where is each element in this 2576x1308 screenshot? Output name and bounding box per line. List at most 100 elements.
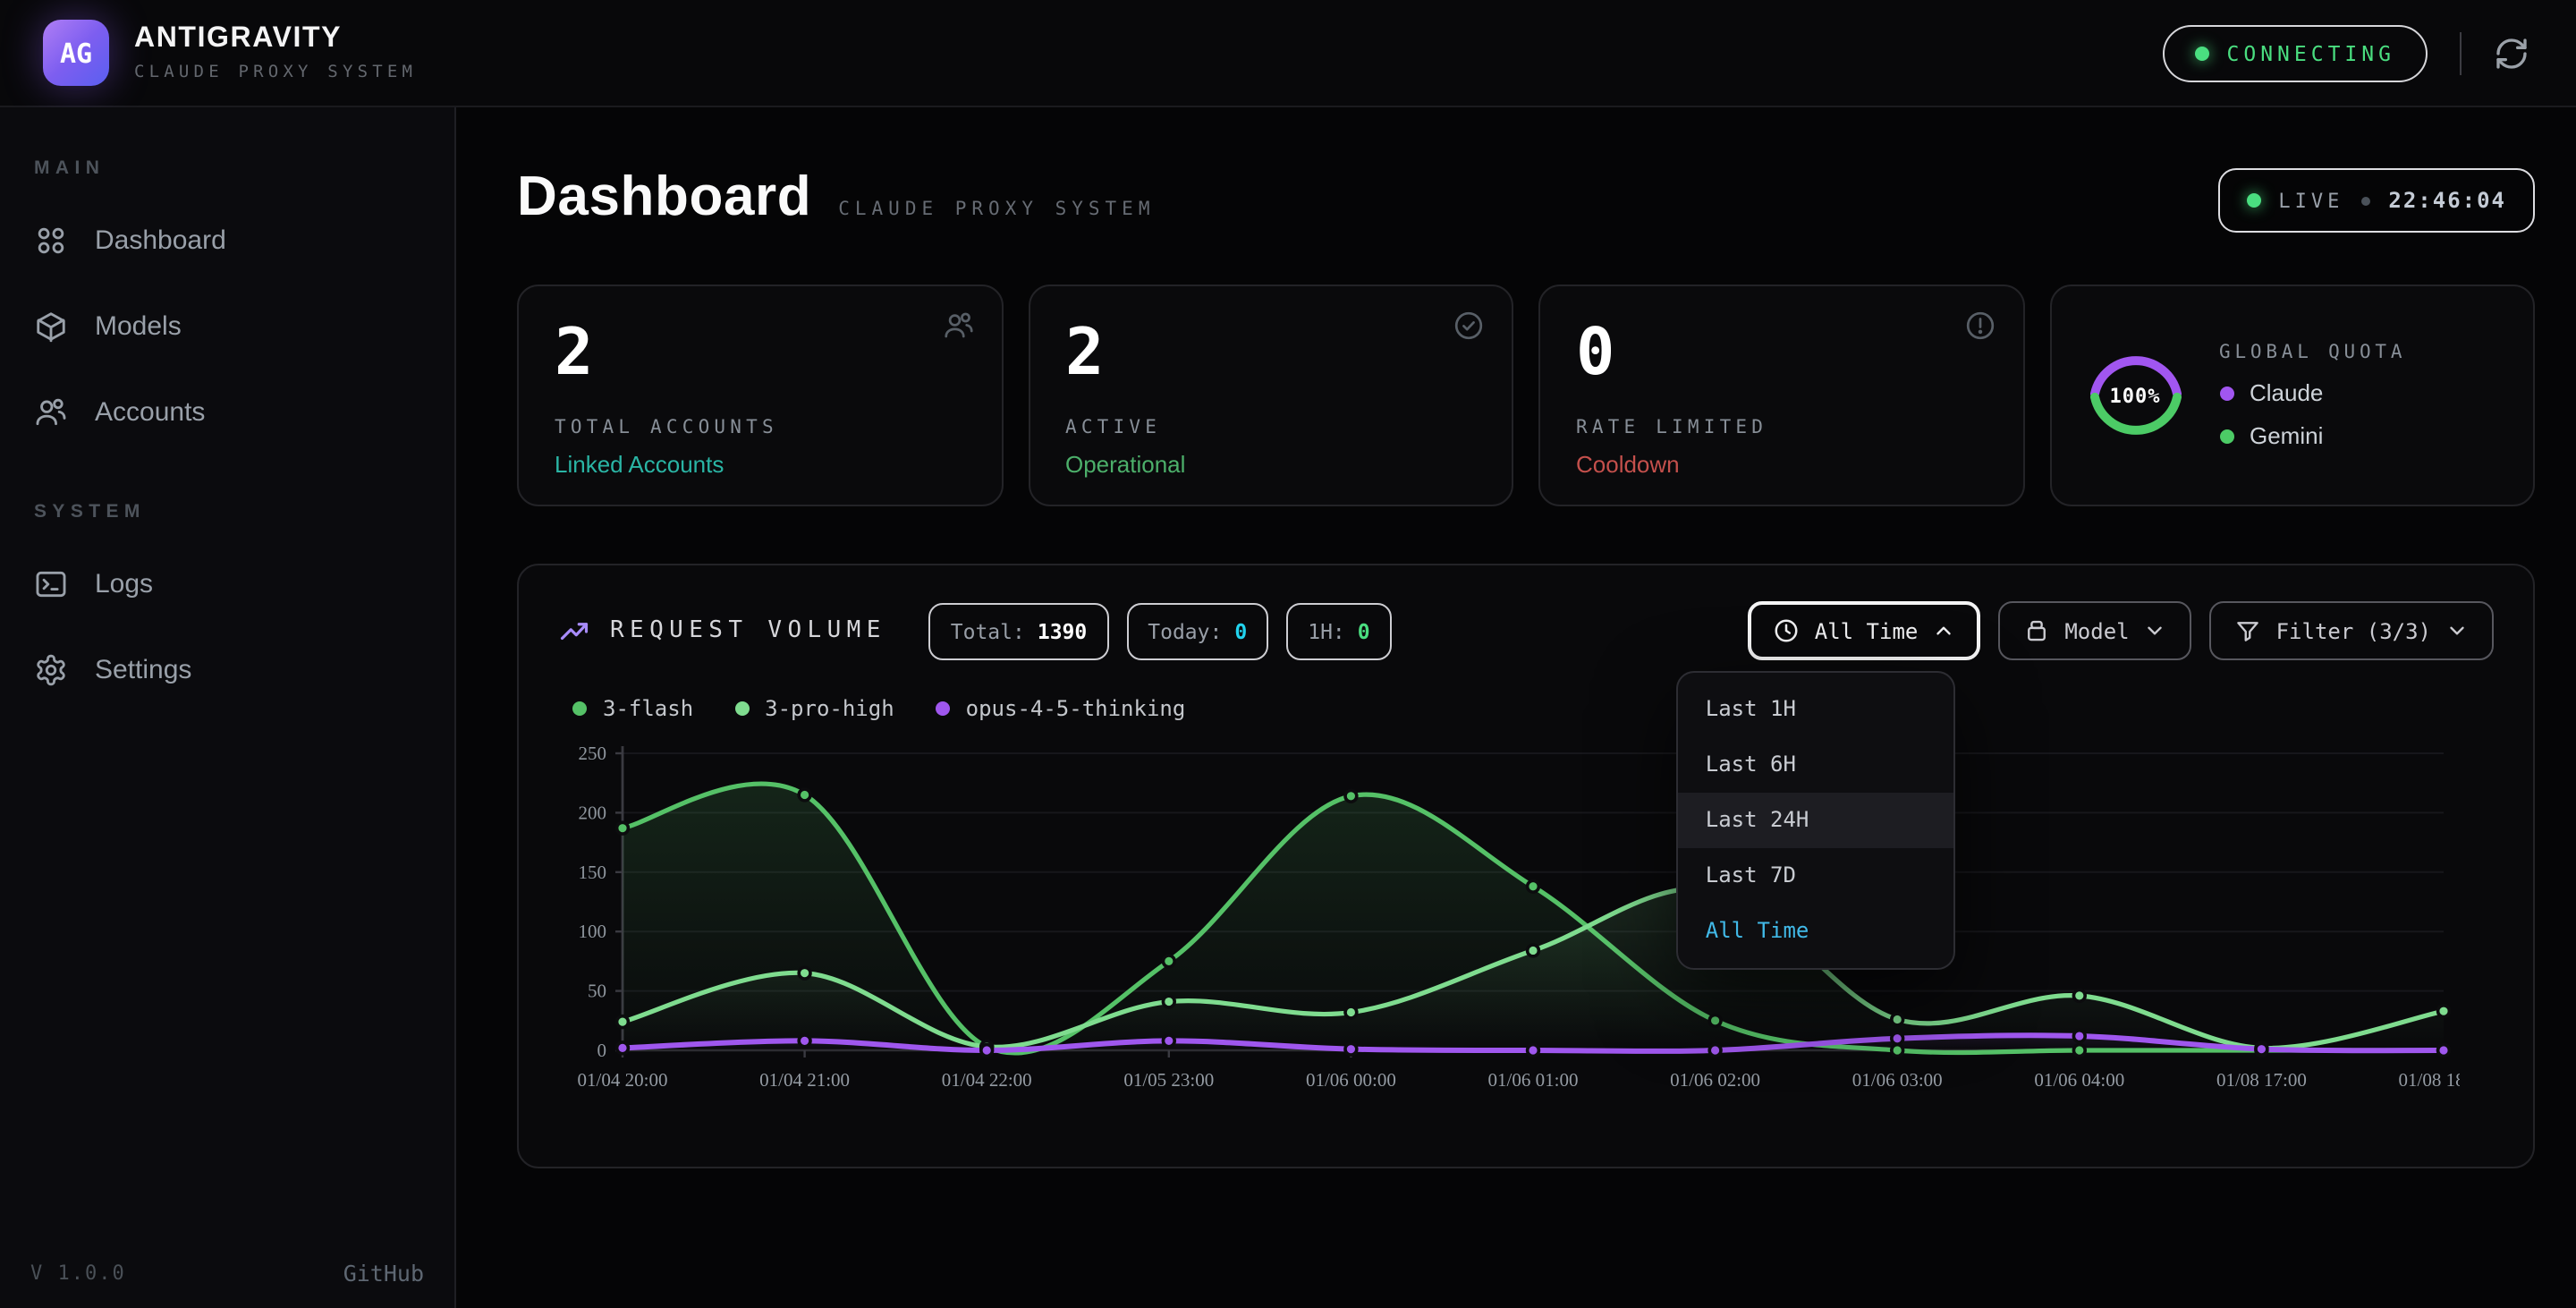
- gear-icon: [34, 652, 68, 686]
- stat-label: TOTAL ACCOUNTS: [555, 417, 965, 438]
- page-title: Dashboard: [517, 165, 811, 229]
- legend-opus-4-5-thinking[interactable]: opus-4-5-thinking: [936, 696, 1186, 721]
- sidebar-section-system: SYSTEM: [0, 501, 454, 522]
- legend-3-flash[interactable]: 3-flash: [572, 696, 693, 721]
- package-icon: [2023, 617, 2050, 644]
- card-total-accounts: 2 TOTAL ACCOUNTS Linked Accounts: [517, 285, 1003, 506]
- top-bar: AG ANTIGRAVITY CLAUDE PROXY SYSTEM CONNE…: [0, 0, 2576, 107]
- legend-dot: [936, 701, 950, 716]
- svg-text:0: 0: [597, 1040, 607, 1061]
- request-volume-panel: REQUEST VOLUME Total:1390 Today:0 1H:0: [517, 564, 2535, 1168]
- badge-today: Today:0: [1126, 602, 1268, 659]
- app-logo: AG: [43, 20, 109, 86]
- page-subtitle: CLAUDE PROXY SYSTEM: [838, 199, 1155, 220]
- card-global-quota: 100% GLOBAL QUOTA Claude Gemini: [2049, 285, 2535, 506]
- grid-icon: [34, 223, 68, 257]
- sidebar-item-label: Dashboard: [95, 225, 226, 255]
- claude-dot: [2219, 386, 2233, 400]
- stat-value: 2: [1065, 322, 1476, 386]
- sidebar-item-label: Settings: [95, 654, 191, 684]
- svg-text:01/06 02:00: 01/06 02:00: [1670, 1069, 1760, 1091]
- model-filter-button[interactable]: Model: [1998, 601, 2191, 660]
- quota-legend-label: Claude: [2250, 379, 2323, 406]
- check-circle-icon: [1453, 310, 1485, 351]
- funnel-icon: [2235, 617, 2262, 644]
- quota-legend-claude: Claude: [2219, 379, 2406, 406]
- svg-text:01/06 01:00: 01/06 01:00: [1488, 1069, 1579, 1091]
- connection-status-badge: CONNECTING: [2163, 24, 2428, 81]
- svg-text:01/08 17:00: 01/08 17:00: [2216, 1069, 2307, 1091]
- chevron-down-icon: [2144, 619, 2167, 642]
- chart-legend: 3-flash 3-pro-high opus-4-5-thinking: [572, 696, 2494, 721]
- svg-text:01/06 03:00: 01/06 03:00: [1852, 1069, 1943, 1091]
- brand: AG ANTIGRAVITY CLAUDE PROXY SYSTEM: [43, 20, 417, 86]
- menu-item-all-time[interactable]: All Time: [1679, 904, 1954, 959]
- svg-text:150: 150: [579, 862, 607, 883]
- quota-legend-label: Gemini: [2250, 422, 2323, 449]
- filter-button[interactable]: Filter (3/3): [2210, 601, 2494, 660]
- stat-value: 2: [555, 322, 965, 386]
- legend-dot: [572, 701, 587, 716]
- svg-text:01/08 18:00: 01/08 18:00: [2399, 1069, 2460, 1091]
- sidebar-section-main: MAIN: [0, 157, 454, 179]
- app-title: ANTIGRAVITY: [134, 25, 417, 54]
- app-version: V 1.0.0: [30, 1261, 126, 1285]
- refresh-icon: [2494, 35, 2529, 71]
- sidebar-item-label: Models: [95, 310, 182, 341]
- stat-sublabel: Cooldown: [1576, 451, 1987, 478]
- app-subtitle: CLAUDE PROXY SYSTEM: [134, 64, 417, 81]
- badge-1h: 1H:0: [1286, 602, 1391, 659]
- stat-cards: 2 TOTAL ACCOUNTS Linked Accounts 2 ACTIV…: [517, 285, 2535, 506]
- menu-item-last-6h[interactable]: Last 6H: [1679, 737, 1954, 793]
- menu-item-last-1h[interactable]: Last 1H: [1679, 682, 1954, 737]
- card-active: 2 ACTIVE Operational: [1028, 285, 1513, 506]
- sidebar-item-label: Accounts: [95, 396, 205, 427]
- svg-text:50: 50: [588, 981, 606, 1002]
- svg-text:01/05 23:00: 01/05 23:00: [1123, 1069, 1214, 1091]
- time-range-button[interactable]: All Time: [1749, 601, 1981, 660]
- cube-icon: [34, 309, 68, 343]
- quota-ring: 100%: [2083, 344, 2187, 447]
- sidebar-item-dashboard[interactable]: Dashboard: [0, 197, 454, 283]
- live-clock: 22:46:04: [2388, 188, 2506, 213]
- live-label: LIVE: [2278, 189, 2343, 212]
- github-link[interactable]: GitHub: [343, 1260, 424, 1287]
- status-dot: [2195, 46, 2209, 60]
- svg-text:01/06 04:00: 01/06 04:00: [2034, 1069, 2124, 1091]
- status-text: CONNECTING: [2227, 40, 2396, 65]
- quota-percent: 100%: [2083, 344, 2187, 447]
- svg-text:01/04 22:00: 01/04 22:00: [942, 1069, 1032, 1091]
- divider: [2460, 31, 2462, 74]
- sidebar-item-logs[interactable]: Logs: [0, 540, 454, 626]
- svg-text:250: 250: [579, 743, 607, 764]
- stat-value: 0: [1576, 322, 1987, 386]
- main-content: Dashboard CLAUDE PROXY SYSTEM LIVE 22:46…: [456, 107, 2576, 1308]
- sidebar-item-label: Logs: [95, 568, 153, 599]
- quota-legend-gemini: Gemini: [2219, 422, 2406, 449]
- menu-item-last-7d[interactable]: Last 7D: [1679, 848, 1954, 904]
- separator-dot: [2361, 196, 2370, 205]
- refresh-button[interactable]: [2494, 35, 2529, 71]
- stat-sublabel: Operational: [1065, 451, 1476, 478]
- sidebar-item-models[interactable]: Models: [0, 283, 454, 369]
- alert-circle-icon: [1963, 310, 1996, 351]
- live-status-badge: LIVE 22:46:04: [2217, 168, 2535, 233]
- legend-3-pro-high[interactable]: 3-pro-high: [734, 696, 894, 721]
- app-root: AG ANTIGRAVITY CLAUDE PROXY SYSTEM CONNE…: [0, 0, 2576, 1308]
- menu-item-last-24h[interactable]: Last 24H: [1679, 793, 1954, 848]
- svg-text:01/04 20:00: 01/04 20:00: [578, 1069, 668, 1091]
- stat-sublabel: Linked Accounts: [555, 451, 965, 478]
- trending-up-icon: [558, 615, 590, 647]
- live-dot: [2246, 193, 2260, 208]
- request-volume-chart: 05010015020025001/04 20:0001/04 21:0001/…: [558, 735, 2494, 1131]
- quota-title: GLOBAL QUOTA: [2219, 342, 2406, 363]
- svg-text:01/06 00:00: 01/06 00:00: [1306, 1069, 1396, 1091]
- chevron-up-icon: [1932, 619, 1955, 642]
- time-range-dropdown: Last 1H Last 6H Last 24H Last 7D All Tim…: [1677, 671, 1956, 970]
- terminal-icon: [34, 566, 68, 600]
- svg-text:200: 200: [579, 802, 607, 823]
- stat-label: ACTIVE: [1065, 417, 1476, 438]
- stat-label: RATE LIMITED: [1576, 417, 1987, 438]
- sidebar-item-settings[interactable]: Settings: [0, 626, 454, 712]
- sidebar-item-accounts[interactable]: Accounts: [0, 369, 454, 454]
